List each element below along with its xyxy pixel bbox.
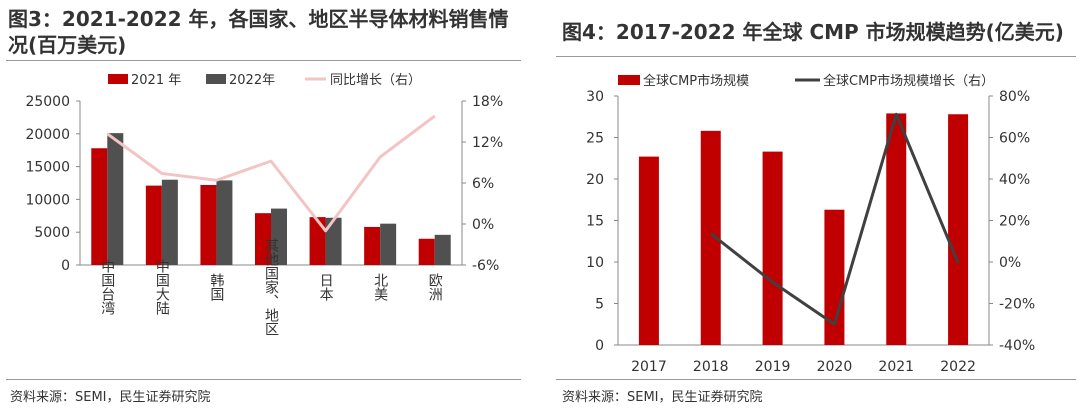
y2-tick-label: 18% [472,94,503,110]
y2-tick-label: -40% [999,338,1035,354]
bar-2021-6 [418,238,435,265]
y-tick-label: 10 [586,255,604,271]
right-chart-title: 图4：2017-2022 年全球 CMP 市场规模趋势(亿美元) [562,20,1064,44]
bar-2021-1 [145,185,162,265]
x-category-label: 日本 [318,273,334,301]
right-title-divider [556,56,1076,57]
x-category-label: 北美 [372,273,388,301]
y-tick-label: 30 [586,89,604,105]
y-tick-label: 25000 [25,94,70,110]
x-category-label: 2020 [817,359,853,375]
y-tick-label: 5 [595,297,604,313]
y-tick-label: 20000 [25,127,70,143]
legend-label-2022: 2022年 [229,73,275,88]
y2-tick-label: 20% [999,214,1030,230]
right-chart: 30 25 20 15 10 5 0 80% 60% 40% 20% 0% -20% -40% 2017 20… [586,73,1035,375]
legend-swatch-2021 [108,74,128,84]
growth-rate-point-3 [833,323,835,325]
bar-cmp-5 [948,114,969,345]
left-source-divider [6,379,521,380]
growth-rate-point-1 [710,233,712,235]
left-chart-title: 图3：2021-2022 年，各国家、地区半导体材料销售情况(百万美元) [8,7,509,57]
y2-tick-label: -20% [999,297,1035,313]
bar-2021-3 [255,213,271,265]
x-category-label: 2022 [940,359,976,375]
growth-rate-point-4 [895,113,897,115]
x-category-label: 2017 [631,359,667,375]
growth-rate-point-2 [215,179,217,181]
left-chart-panel: 图3：2021-2022 年，各国家、地区半导体材料销售情况(百万美元) 250… [0,0,530,411]
growth-rate-point-5 [379,156,381,158]
legend-swatch-cmp [618,75,640,85]
bar-2021-5 [364,226,381,265]
growth-rate-point-4 [325,230,327,232]
bar-cmp-4 [886,113,907,346]
x-category-label: 中国台湾 [99,259,115,315]
bar-2022-2 [216,180,233,265]
x-category-label: 2021 [878,359,914,375]
y-tick-label: 25 [586,131,604,147]
legend-label-growth: 同比增长（右） [330,73,421,88]
x-category-label: 其他国家、地区 [263,238,279,336]
bar-2022-4 [325,217,342,265]
growth-rate-point-1 [161,172,163,174]
bar-2021-2 [200,184,217,265]
bar-2022-1 [161,179,178,265]
left-title-divider [6,60,521,61]
right-source-note: 资料来源：SEMI，民生证券研究院 [562,390,763,405]
y2-tick-label: 6% [472,176,494,192]
y2-tick-label: 80% [999,89,1030,105]
bar-2022-3 [271,208,287,265]
growth-rate-point-6 [434,115,436,117]
growth-rate-point-0 [106,133,108,135]
right-chart-panel: 图4：2017-2022 年全球 CMP 市场规模趋势(亿美元) 30 25 20 1… [548,0,1080,411]
y-tick-label: 0 [595,338,604,354]
bar-cmp-2 [762,151,783,345]
bar-2022-0 [107,133,124,265]
y-tick-label: 0 [61,258,70,274]
bar-cmp-0 [638,156,659,345]
bar-2021-0 [91,148,108,265]
y2-tick-label: -6% [472,258,499,274]
y-tick-label: 20 [586,172,604,188]
x-category-label: 韩国 [208,273,224,301]
y-tick-label: 15000 [25,160,70,176]
growth-rate-point-5 [957,262,959,264]
y2-tick-label: 40% [999,172,1030,188]
x-category-label: 欧洲 [427,273,443,301]
legend-label-2021: 2021 年 [131,73,181,88]
y-tick-label: 10000 [25,192,70,208]
legend-label-cmp: 全球CMP市场规模 [643,73,749,89]
x-category-label: 2018 [693,359,729,375]
y2-tick-label: 60% [999,131,1030,147]
y2-tick-label: 12% [472,135,503,151]
y2-tick-label: 0% [472,217,494,233]
legend-label-growth: 全球CMP市场规模增长（右） [823,73,994,89]
growth-rate-point-3 [270,160,272,162]
x-category-label: 2019 [755,359,791,375]
bar-2022-6 [434,234,451,265]
growth-rate-point-2 [772,281,774,283]
legend-swatch-2022 [206,74,226,84]
left-chart: 25000 20000 15000 10000 5000 0 18% 12% 6% 0% -6% 中国… [25,73,503,336]
y-tick-label: 15 [586,214,604,230]
right-source-divider [556,379,1076,380]
y2-tick-label: 0% [999,255,1021,271]
bar-2022-5 [380,223,397,265]
left-source-note: 资料来源：SEMI，民生证券研究院 [10,390,211,405]
y-tick-label: 5000 [34,225,70,241]
bar-2021-4 [309,217,326,265]
x-category-label: 中国大陆 [154,259,170,315]
bar-cmp-1 [700,130,721,345]
